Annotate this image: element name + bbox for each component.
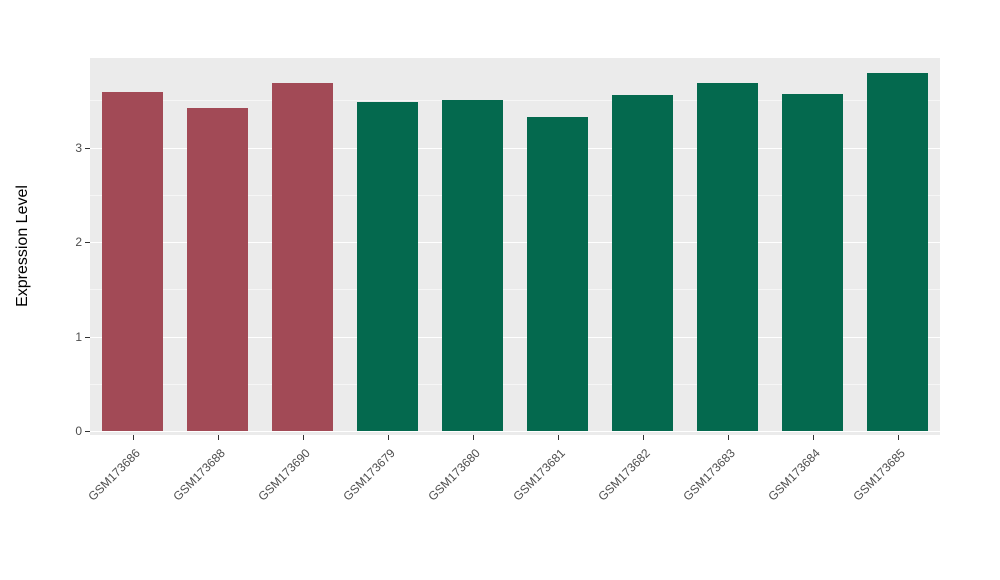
y-axis-title: Expression Level [14, 185, 31, 307]
x-tick-label: GSM173682 [594, 446, 653, 504]
x-tick-label: GSM173686 [84, 446, 143, 504]
plot-panel [90, 58, 940, 435]
y-tick-label: 2 [75, 235, 82, 250]
x-tick-label: GSM173684 [764, 446, 823, 504]
y-axis-tick-mark [85, 242, 90, 244]
gridline-major [90, 147, 940, 149]
y-axis-tick-mark [85, 336, 90, 338]
bar [867, 73, 928, 431]
x-tick-label: GSM173681 [509, 446, 568, 504]
bar [102, 92, 163, 431]
gridline-minor [90, 289, 940, 291]
gridline-major [90, 431, 940, 432]
x-axis-tick-mark [557, 435, 559, 440]
x-tick-label: GSM173680 [424, 446, 483, 504]
y-tick-label: 1 [75, 329, 82, 344]
x-tick-label: GSM173690 [254, 446, 313, 504]
bar [612, 95, 673, 431]
bar [357, 102, 418, 431]
x-axis-tick-mark [897, 435, 899, 440]
x-axis-tick-mark [302, 435, 304, 440]
x-tick-label: GSM173683 [679, 446, 738, 504]
y-axis-tick-mark [85, 147, 90, 149]
gridline-major [90, 336, 940, 338]
x-axis-tick-mark [472, 435, 474, 440]
x-axis-tick-mark [642, 435, 644, 440]
y-axis-tick-mark [85, 431, 90, 432]
x-axis-tick-mark [727, 435, 729, 440]
gridline-major [90, 242, 940, 244]
gridline-minor [90, 383, 940, 385]
x-tick-label: GSM173685 [849, 446, 908, 504]
bar [272, 83, 333, 431]
x-axis-tick-mark [812, 435, 814, 440]
y-tick-label: 3 [75, 140, 82, 155]
y-tick-label: 0 [75, 424, 82, 438]
x-axis-tick-mark [387, 435, 389, 440]
x-tick-label: GSM173679 [339, 446, 398, 504]
x-axis-tick-mark [132, 435, 134, 440]
gridline-minor [90, 100, 940, 102]
x-tick-label: GSM173688 [169, 446, 228, 504]
x-axis-tick-mark [217, 435, 219, 440]
bar [782, 94, 843, 431]
bar [187, 108, 248, 431]
bar [697, 83, 758, 431]
bar [442, 100, 503, 431]
bar [527, 117, 588, 431]
gridline-minor [90, 194, 940, 196]
